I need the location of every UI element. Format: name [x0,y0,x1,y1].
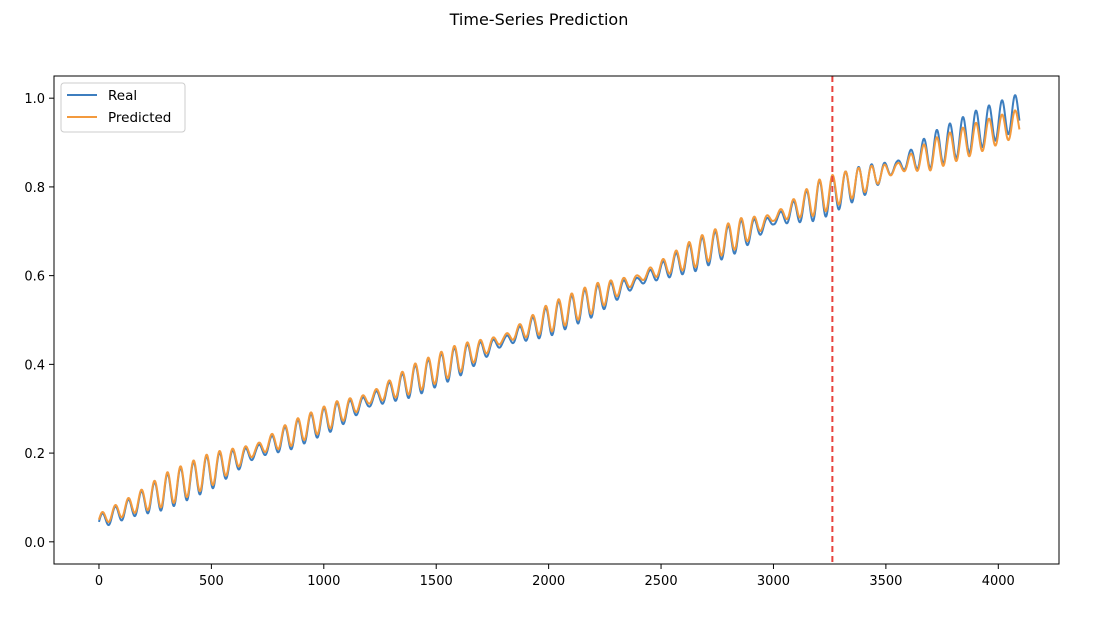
legend-label-predicted: Predicted [108,110,171,126]
y-tick-label: 0.2 [24,447,45,462]
plot-frame [53,75,1060,565]
x-tick-label: 3500 [869,574,902,589]
y-tick-label: 1.0 [24,92,45,107]
y-axis: 0.0 0.2 0.4 0.6 0.8 1.0 [24,92,54,551]
y-tick-label: 0.6 [24,270,45,285]
x-tick-label: 4000 [982,574,1015,589]
x-tick-label: 1500 [420,574,453,589]
plot-area [53,75,1060,565]
x-tick-label: 2000 [532,574,565,589]
x-tick-label: 1000 [307,574,340,589]
legend-label-real: Real [108,88,137,104]
x-axis: 0 500 1000 1500 2000 2500 3000 3500 4000 [95,564,1015,589]
y-tick-label: 0.4 [24,358,45,373]
series-line-predicted [98,109,1021,523]
x-tick-label: 500 [199,574,224,589]
y-tick-label: 0.0 [24,536,45,551]
x-tick-label: 0 [95,574,103,589]
y-tick-label: 0.8 [24,181,45,196]
chart-title: Time-Series Prediction [449,10,629,29]
x-tick-label: 2500 [645,574,678,589]
legend: Real Predicted [60,82,186,133]
x-tick-label: 3000 [757,574,790,589]
